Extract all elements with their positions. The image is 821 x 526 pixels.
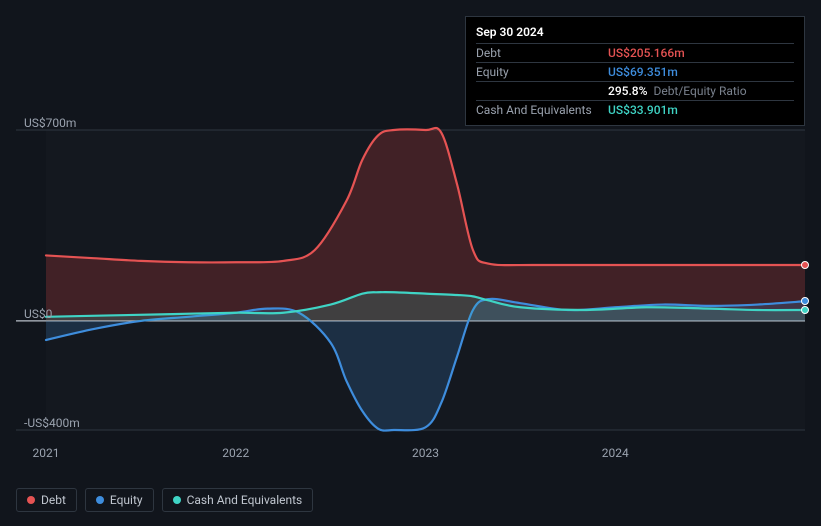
tooltip-row-value: 295.8% bbox=[608, 84, 647, 98]
legend-item-debt[interactable]: Debt bbox=[16, 488, 77, 512]
tooltip-row-label bbox=[476, 84, 608, 98]
legend-label: Debt bbox=[41, 493, 66, 507]
tooltip-row-equity: Equity US$69.351m bbox=[476, 62, 794, 81]
y-axis-label: US$0 bbox=[24, 307, 52, 321]
x-axis-label: 2023 bbox=[412, 446, 439, 460]
x-axis-label: 2021 bbox=[33, 446, 60, 460]
tooltip-row-value: US$205.166m bbox=[608, 46, 685, 60]
chart-x-axis: 2021 2022 2023 2024 bbox=[16, 446, 805, 466]
series-end-marker bbox=[801, 306, 809, 314]
chart-svg bbox=[16, 120, 805, 440]
legend-label: Equity bbox=[110, 493, 143, 507]
tooltip-date: Sep 30 2024 bbox=[476, 23, 794, 43]
legend-label: Cash And Equivalents bbox=[187, 493, 303, 507]
tooltip-row-label: Cash And Equivalents bbox=[476, 103, 608, 117]
legend-swatch-debt bbox=[27, 496, 35, 504]
tooltip-row-value: US$69.351m bbox=[608, 65, 678, 79]
series-end-marker bbox=[801, 261, 809, 269]
tooltip-row-value: US$33.901m bbox=[608, 103, 678, 117]
tooltip-row-label: Debt bbox=[476, 46, 608, 60]
x-axis-label: 2024 bbox=[602, 446, 629, 460]
legend-item-equity[interactable]: Equity bbox=[85, 488, 154, 512]
legend-swatch-cash bbox=[173, 496, 181, 504]
legend-swatch-equity bbox=[96, 496, 104, 504]
chart-legend: Debt Equity Cash And Equivalents bbox=[16, 488, 313, 512]
tooltip-row-label: Equity bbox=[476, 65, 608, 79]
tooltip-row-debt: Debt US$205.166m bbox=[476, 43, 794, 62]
tooltip-row-cash: Cash And Equivalents US$33.901m bbox=[476, 100, 794, 119]
y-axis-label: US$700m bbox=[24, 116, 76, 130]
legend-item-cash[interactable]: Cash And Equivalents bbox=[162, 488, 314, 512]
y-axis-label: -US$400m bbox=[24, 416, 80, 430]
series-end-marker bbox=[801, 297, 809, 305]
x-axis-label: 2022 bbox=[222, 446, 249, 460]
chart-tooltip: Sep 30 2024 Debt US$205.166m Equity US$6… bbox=[465, 16, 805, 126]
debt-equity-chart[interactable]: US$700mUS$0-US$400m bbox=[16, 120, 805, 440]
tooltip-row-ratio: 295.8% Debt/Equity Ratio bbox=[476, 81, 794, 100]
tooltip-ratio-note: Debt/Equity Ratio bbox=[653, 84, 746, 98]
